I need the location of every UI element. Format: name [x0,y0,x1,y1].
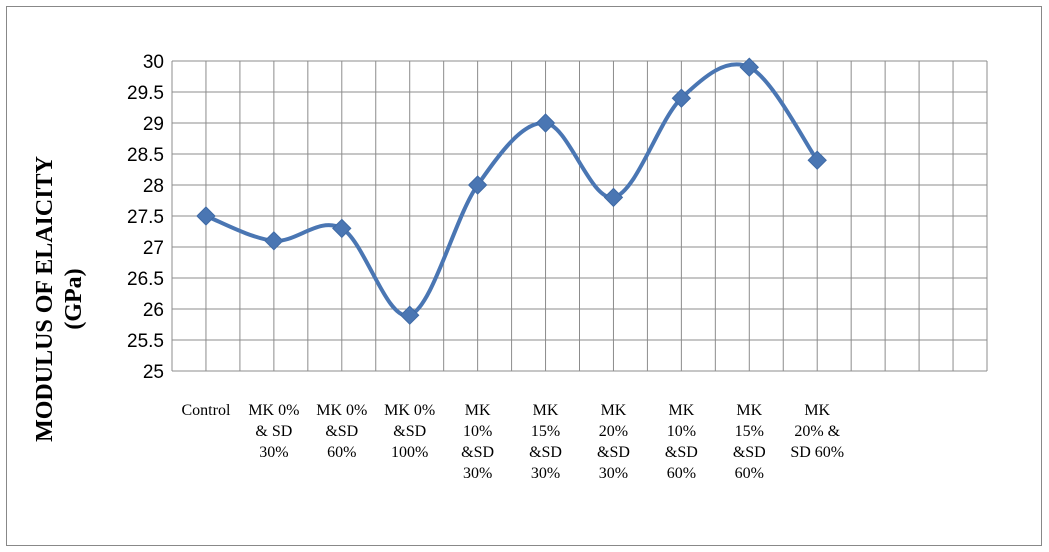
x-category-label: &SD [529,444,562,461]
data-point-marker [400,305,420,325]
x-category-label: Control [182,402,231,419]
data-point-marker [807,150,827,170]
x-category-label: 30% [531,465,560,482]
y-tick-label: 27.5 [127,207,164,228]
x-category-label: MK 0% [384,402,435,419]
data-point-marker [739,57,759,77]
y-tick-label: 25.5 [127,331,164,352]
x-category-label: 60% [327,444,356,461]
x-category-label: &SD [597,444,630,461]
x-category-label: MK [668,402,694,419]
x-category-label: 20% & [794,423,840,440]
x-category-label: &SD [665,444,698,461]
x-category-label: 10% [463,423,492,440]
data-point-marker [196,206,216,226]
chart-frame: 25 25.5 26 26.5 27 27.5 28 28.5 29 29.5 30 Control… [6,6,1042,546]
x-category-label: MK 0% [316,402,367,419]
x-category-label: 15% [531,423,560,440]
x-category-label: SD 60% [790,444,844,461]
y-axis-label-line: (GPa) [61,268,87,329]
x-category-label: 60% [735,465,764,482]
x-category-label: 30% [463,465,492,482]
x-category-label: 30% [599,465,628,482]
x-category-label: MK [465,402,491,419]
data-point-marker [332,218,352,239]
x-category-label: &SD [461,444,494,461]
data-point-marker [671,88,692,108]
gridlines [171,60,988,372]
y-tick-label: 28 [143,176,164,197]
data-point-marker [535,113,556,133]
x-category-label: MK [601,402,627,419]
x-category-label: MK [533,402,559,419]
y-tick-label: 29 [143,114,164,135]
y-axis-label-line: MODULUS OF ELAICITY [32,156,58,442]
y-tick-label: 25 [143,362,164,383]
series-layer [196,57,827,325]
x-category-label: 10% [667,423,696,440]
y-axis-label: MODULUS OF ELAICITY (GPa) [32,156,87,442]
x-category-label: 100% [391,444,428,461]
data-point-marker [603,187,624,208]
x-category-label: 30% [259,444,288,461]
y-tick-label: 30 [143,52,164,73]
y-tick-label: 27 [143,238,164,259]
y-tick-label: 28.5 [127,145,164,166]
x-category-label: 15% [735,423,764,440]
x-category-labels: Control MK 0% & SD 30% MK 0% &SD 60% MK 0% &SD 10… [182,402,845,482]
y-tick-labels: 25 25.5 26 26.5 27 27.5 28 28.5 29 29.5 30 [127,52,164,383]
x-category-label: 20% [599,423,628,440]
x-category-label: 60% [667,465,696,482]
modulus-line-chart: 25 25.5 26 26.5 27 27.5 28 28.5 29 29.5 30 Control… [32,52,988,482]
x-category-label: MK 0% [248,402,299,419]
x-category-label: MK [736,402,762,419]
x-category-label: &SD [733,444,766,461]
y-tick-label: 29.5 [127,83,164,104]
y-tick-label: 26.5 [127,269,164,290]
x-category-label: &SD [393,423,426,440]
series-line [203,62,820,318]
data-point-marker [264,231,284,251]
y-tick-label: 26 [143,300,164,321]
x-category-label: MK [804,402,830,419]
data-point-marker [467,175,488,195]
x-category-label: &SD [325,423,358,440]
x-category-label: & SD [255,423,292,440]
